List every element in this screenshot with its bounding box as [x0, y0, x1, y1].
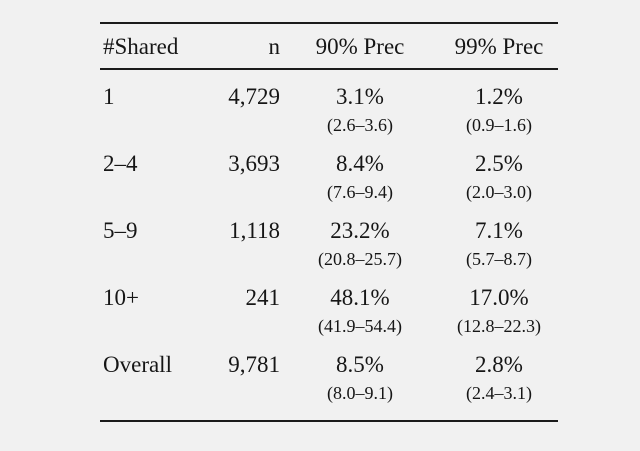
prec90-value: 23.2% [330, 218, 390, 243]
table-header-row: #Shared n 90% Prec 99% Prec [100, 23, 558, 70]
prec90-cell: 8.5% (8.0–9.1) [280, 338, 440, 421]
n-value: 4,729 [228, 84, 280, 109]
prec90-ci: (41.9–54.4) [318, 316, 402, 336]
prec99-value: 17.0% [469, 285, 529, 310]
table-row: 1 4,729 3.1% (2.6–3.6) 1.2% (0.9–1.6) [100, 69, 558, 137]
prec90-cell: 48.1% (41.9–54.4) [280, 271, 440, 338]
col-header-prec99: 99% Prec [440, 23, 558, 70]
prec90-value: 3.1% [336, 84, 384, 109]
table-row: Overall 9,781 8.5% (8.0–9.1) 2.8% (2.4–3… [100, 338, 558, 421]
prec99-ci: (2.4–3.1) [466, 383, 532, 403]
prec90-value: 8.5% [336, 352, 384, 377]
prec99-value: 7.1% [475, 218, 523, 243]
prec99-ci: (12.8–22.3) [457, 316, 541, 336]
prec90-value: 48.1% [330, 285, 390, 310]
prec99-cell: 1.2% (0.9–1.6) [440, 69, 558, 137]
shared-label: 10+ [103, 285, 139, 310]
prec99-cell: 17.0% (12.8–22.3) [440, 271, 558, 338]
n-value: 9,781 [228, 352, 280, 377]
col-header-n: n [210, 23, 280, 70]
shared-label: 5–9 [103, 218, 138, 243]
prec99-ci: (0.9–1.6) [466, 115, 532, 135]
shared-label: Overall [103, 352, 172, 377]
prec99-ci: (5.7–8.7) [466, 249, 532, 269]
table-row: 2–4 3,693 8.4% (7.6–9.4) 2.5% (2.0–3.0) [100, 137, 558, 204]
prec90-ci: (20.8–25.7) [318, 249, 402, 269]
prec99-value: 1.2% [475, 84, 523, 109]
n-value: 3,693 [228, 151, 280, 176]
prec90-cell: 8.4% (7.6–9.4) [280, 137, 440, 204]
prec99-ci: (2.0–3.0) [466, 182, 532, 202]
prec99-cell: 2.8% (2.4–3.1) [440, 338, 558, 421]
precision-table: #Shared n 90% Prec 99% Prec 1 4,729 3.1%… [100, 22, 558, 422]
prec90-cell: 23.2% (20.8–25.7) [280, 204, 440, 271]
prec90-cell: 3.1% (2.6–3.6) [280, 69, 440, 137]
prec90-ci: (7.6–9.4) [327, 182, 393, 202]
prec99-cell: 7.1% (5.7–8.7) [440, 204, 558, 271]
shared-label: 1 [103, 84, 115, 109]
prec90-ci: (8.0–9.1) [327, 383, 393, 403]
shared-label: 2–4 [103, 151, 138, 176]
prec90-ci: (2.6–3.6) [327, 115, 393, 135]
n-value: 1,118 [229, 218, 280, 243]
prec99-cell: 2.5% (2.0–3.0) [440, 137, 558, 204]
prec99-value: 2.5% [475, 151, 523, 176]
table-row: 5–9 1,118 23.2% (20.8–25.7) 7.1% (5.7–8.… [100, 204, 558, 271]
col-header-prec90: 90% Prec [280, 23, 440, 70]
table-row: 10+ 241 48.1% (41.9–54.4) 17.0% (12.8–22… [100, 271, 558, 338]
prec99-value: 2.8% [475, 352, 523, 377]
prec90-value: 8.4% [336, 151, 384, 176]
col-header-shared: #Shared [100, 23, 210, 70]
n-value: 241 [245, 285, 281, 310]
